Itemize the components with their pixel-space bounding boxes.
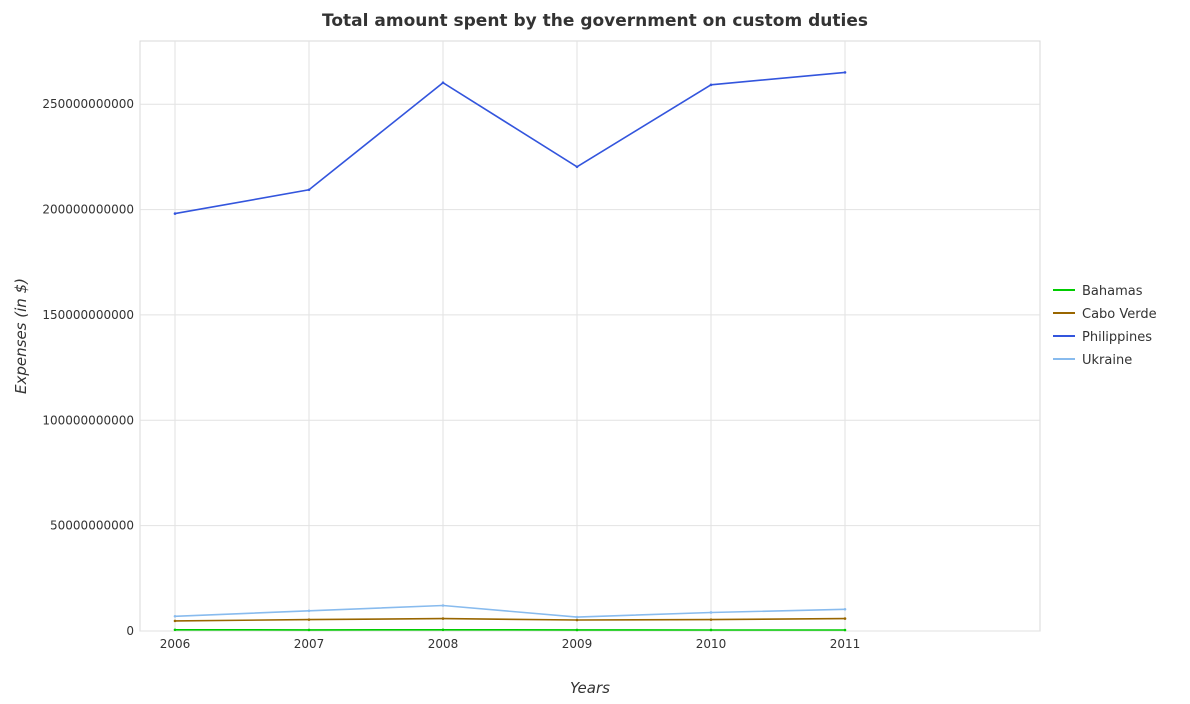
y-tick-label-5: 250000000000: [42, 97, 134, 111]
data-point-cabo-verde-2009: [576, 619, 579, 622]
data-point-philippines-2011: [844, 71, 847, 74]
y-tick-label-2: 100000000000: [42, 413, 134, 427]
data-point-cabo-verde-2010: [710, 618, 713, 621]
y-tick-label-1: 50000000000: [50, 519, 134, 533]
data-point-bahamas-2006: [174, 628, 177, 631]
data-point-philippines-2006: [174, 212, 177, 215]
data-point-cabo-verde-2006: [174, 620, 177, 623]
data-point-cabo-verde-2007: [308, 618, 311, 621]
x-axis-label: Years: [570, 679, 610, 697]
data-point-ukraine-2008: [442, 604, 445, 607]
data-point-bahamas-2011: [844, 629, 847, 632]
data-point-bahamas-2008: [442, 628, 445, 631]
legend-label-philippines: Philippines: [1082, 330, 1152, 345]
legend: Bahamas Cabo Verde Philippines Ukraine: [1053, 284, 1157, 368]
x-tick-label-2008: 2008: [428, 637, 459, 651]
x-tick-label-2006: 2006: [160, 637, 191, 651]
data-point-philippines-2009: [576, 165, 579, 168]
legend-label-ukraine: Ukraine: [1082, 353, 1132, 368]
data-point-ukraine-2011: [844, 608, 847, 611]
y-tick-label-3: 150000000000: [42, 308, 134, 322]
data-point-bahamas-2007: [308, 629, 311, 632]
data-point-philippines-2007: [308, 188, 311, 191]
data-point-cabo-verde-2011: [844, 617, 847, 620]
plot-area: [140, 41, 1040, 631]
data-point-bahamas-2009: [576, 629, 579, 632]
data-point-bahamas-2010: [710, 629, 713, 632]
x-tick-label-2007: 2007: [294, 637, 325, 651]
chart-title: Total amount spent by the government on …: [322, 11, 868, 31]
x-tick-label-2011: 2011: [830, 637, 861, 651]
x-axis: 2006 2007 2008 2009 2010 2011: [160, 637, 861, 651]
data-point-ukraine-2007: [308, 609, 311, 612]
data-point-ukraine-2010: [710, 611, 713, 614]
data-point-philippines-2010: [710, 84, 713, 87]
y-axis-label: Expenses (in $): [12, 278, 30, 394]
legend-label-bahamas: Bahamas: [1082, 284, 1143, 299]
data-point-ukraine-2006: [174, 615, 177, 618]
x-tick-label-2009: 2009: [562, 637, 593, 651]
y-tick-label-4: 200000000000: [42, 203, 134, 217]
data-point-cabo-verde-2008: [442, 617, 445, 620]
data-point-ukraine-2009: [576, 616, 579, 619]
legend-label-cabo-verde: Cabo Verde: [1082, 307, 1157, 322]
y-axis: 0 50000000000 100000000000 150000000000 2000…: [42, 97, 134, 638]
y-tick-label-0: 0: [126, 624, 134, 638]
data-point-philippines-2008: [442, 81, 445, 84]
x-tick-label-2010: 2010: [696, 637, 727, 651]
